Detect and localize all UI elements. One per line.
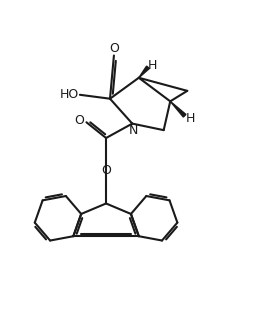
Text: O: O [109, 42, 119, 55]
Text: O: O [74, 115, 84, 127]
Polygon shape [139, 66, 149, 78]
Text: O: O [101, 164, 111, 177]
Text: HO: HO [59, 88, 78, 101]
Text: N: N [129, 124, 138, 137]
Polygon shape [170, 101, 186, 117]
Text: H: H [148, 59, 157, 72]
Text: H: H [186, 112, 195, 125]
